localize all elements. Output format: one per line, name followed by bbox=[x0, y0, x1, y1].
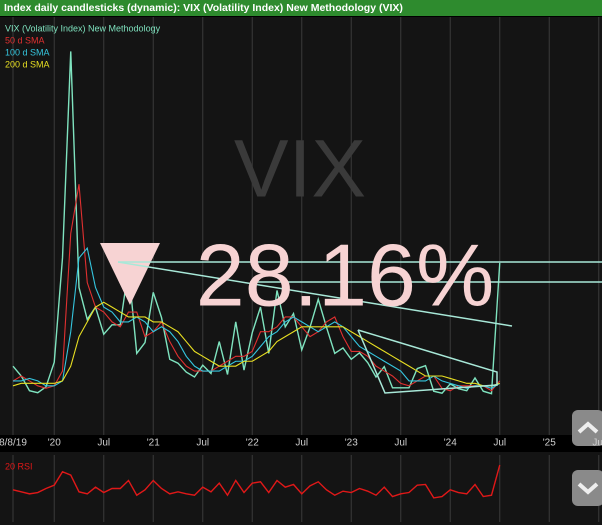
series-line bbox=[12, 464, 501, 499]
chart-title: Index daily candlesticks (dynamic): VIX … bbox=[4, 2, 403, 14]
rsi-area bbox=[0, 452, 602, 525]
chevron-icon bbox=[577, 482, 599, 495]
annotation: 28.16% bbox=[196, 225, 494, 324]
chevron-icon bbox=[577, 421, 599, 434]
x-tick-label: '20 bbox=[48, 438, 61, 449]
legend-label: 200 d SMA bbox=[5, 59, 50, 69]
watermark: VIX bbox=[234, 124, 366, 215]
series-line bbox=[12, 301, 500, 387]
x-tick-label: Jul bbox=[196, 438, 209, 449]
marker-triangle bbox=[100, 243, 160, 305]
x-tick-label: Jul bbox=[592, 438, 602, 449]
legend-label: VIX (Volatility Index) New Methodology bbox=[5, 23, 161, 33]
x-tick-label: '25 bbox=[543, 438, 556, 449]
trend-line bbox=[117, 261, 513, 327]
scroll-button[interactable] bbox=[572, 410, 602, 446]
legend-label: 20 RSI bbox=[5, 461, 33, 471]
title-bar bbox=[0, 0, 602, 16]
series-line bbox=[12, 184, 501, 392]
x-tick-label: Jul bbox=[394, 438, 407, 449]
x-tick-label: '21 bbox=[147, 438, 160, 449]
x-tick-label: '23 bbox=[345, 438, 358, 449]
x-tick-label: 8/8/19 bbox=[0, 438, 27, 449]
channel bbox=[357, 329, 498, 394]
x-tick-label: Jul bbox=[493, 438, 506, 449]
legend-label: 50 d SMA bbox=[5, 35, 45, 45]
scroll-button[interactable] bbox=[572, 470, 602, 506]
legend-label: 100 d SMA bbox=[5, 47, 50, 57]
x-tick-label: Jul bbox=[295, 438, 308, 449]
x-tick-label: '22 bbox=[246, 438, 259, 449]
x-tick-label: Jul bbox=[97, 438, 110, 449]
series-line bbox=[13, 246, 501, 389]
plot-area bbox=[0, 17, 602, 435]
x-tick-label: '24 bbox=[444, 438, 457, 449]
